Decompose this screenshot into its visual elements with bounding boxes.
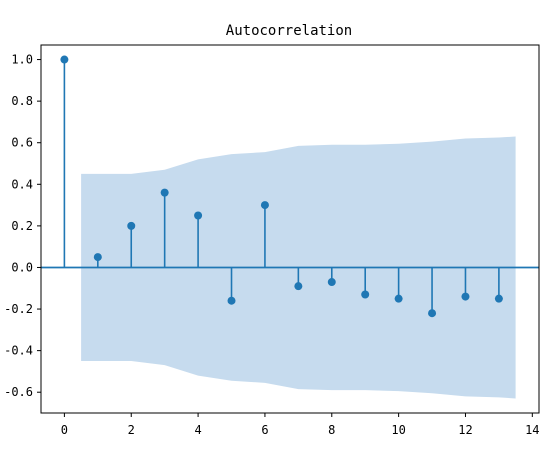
- stem-marker-lag-6: [260, 201, 269, 210]
- y-tick-label: 0.6: [11, 136, 33, 150]
- y-tick-label: -0.2: [4, 302, 33, 316]
- y-tick-label: 0.4: [11, 177, 33, 191]
- x-tick-label: 14: [525, 423, 539, 437]
- x-tick-label: 8: [328, 423, 335, 437]
- chart-title: Autocorrelation: [226, 23, 352, 39]
- stem-marker-lag-9: [361, 290, 370, 299]
- y-tick-label: 1.0: [11, 53, 33, 67]
- x-tick-label: 6: [261, 423, 268, 437]
- y-tick-label: -0.6: [4, 385, 33, 399]
- x-tick-label: 12: [458, 423, 472, 437]
- y-tick-label: -0.4: [4, 344, 33, 358]
- stem-marker-lag-11: [428, 309, 437, 318]
- y-tick-label: 0.0: [11, 260, 33, 274]
- stem-marker-lag-1: [93, 253, 102, 262]
- axes-layer: 0 2 4 6 8 10 12 14 -0.6 -0.4 -0.2 0.0 0.2 0.4 0.6 0.8 1.…: [4, 44, 540, 437]
- stem-marker-lag-5: [227, 296, 236, 305]
- stem-marker-lag-12: [461, 292, 470, 301]
- plot-frame: [40, 44, 540, 414]
- stem-marker-lag-8: [327, 278, 336, 287]
- stem-marker-lag-0: [60, 55, 69, 64]
- y-tick-label: 0.2: [11, 219, 33, 233]
- stem-marker-lag-3: [160, 188, 169, 197]
- stem-marker-lag-13: [494, 294, 503, 303]
- x-tick-label: 4: [194, 423, 201, 437]
- stem-marker-lag-7: [294, 282, 303, 291]
- stem-marker-lag-10: [394, 294, 403, 303]
- x-tick-label: 0: [61, 423, 68, 437]
- stem-marker-lag-4: [194, 211, 203, 220]
- stem-marker-lag-2: [127, 221, 136, 230]
- x-tick-label: 2: [128, 423, 135, 437]
- stem-layer: [41, 55, 539, 318]
- x-tick-label: 10: [391, 423, 405, 437]
- y-tick-label: 0.8: [11, 94, 33, 108]
